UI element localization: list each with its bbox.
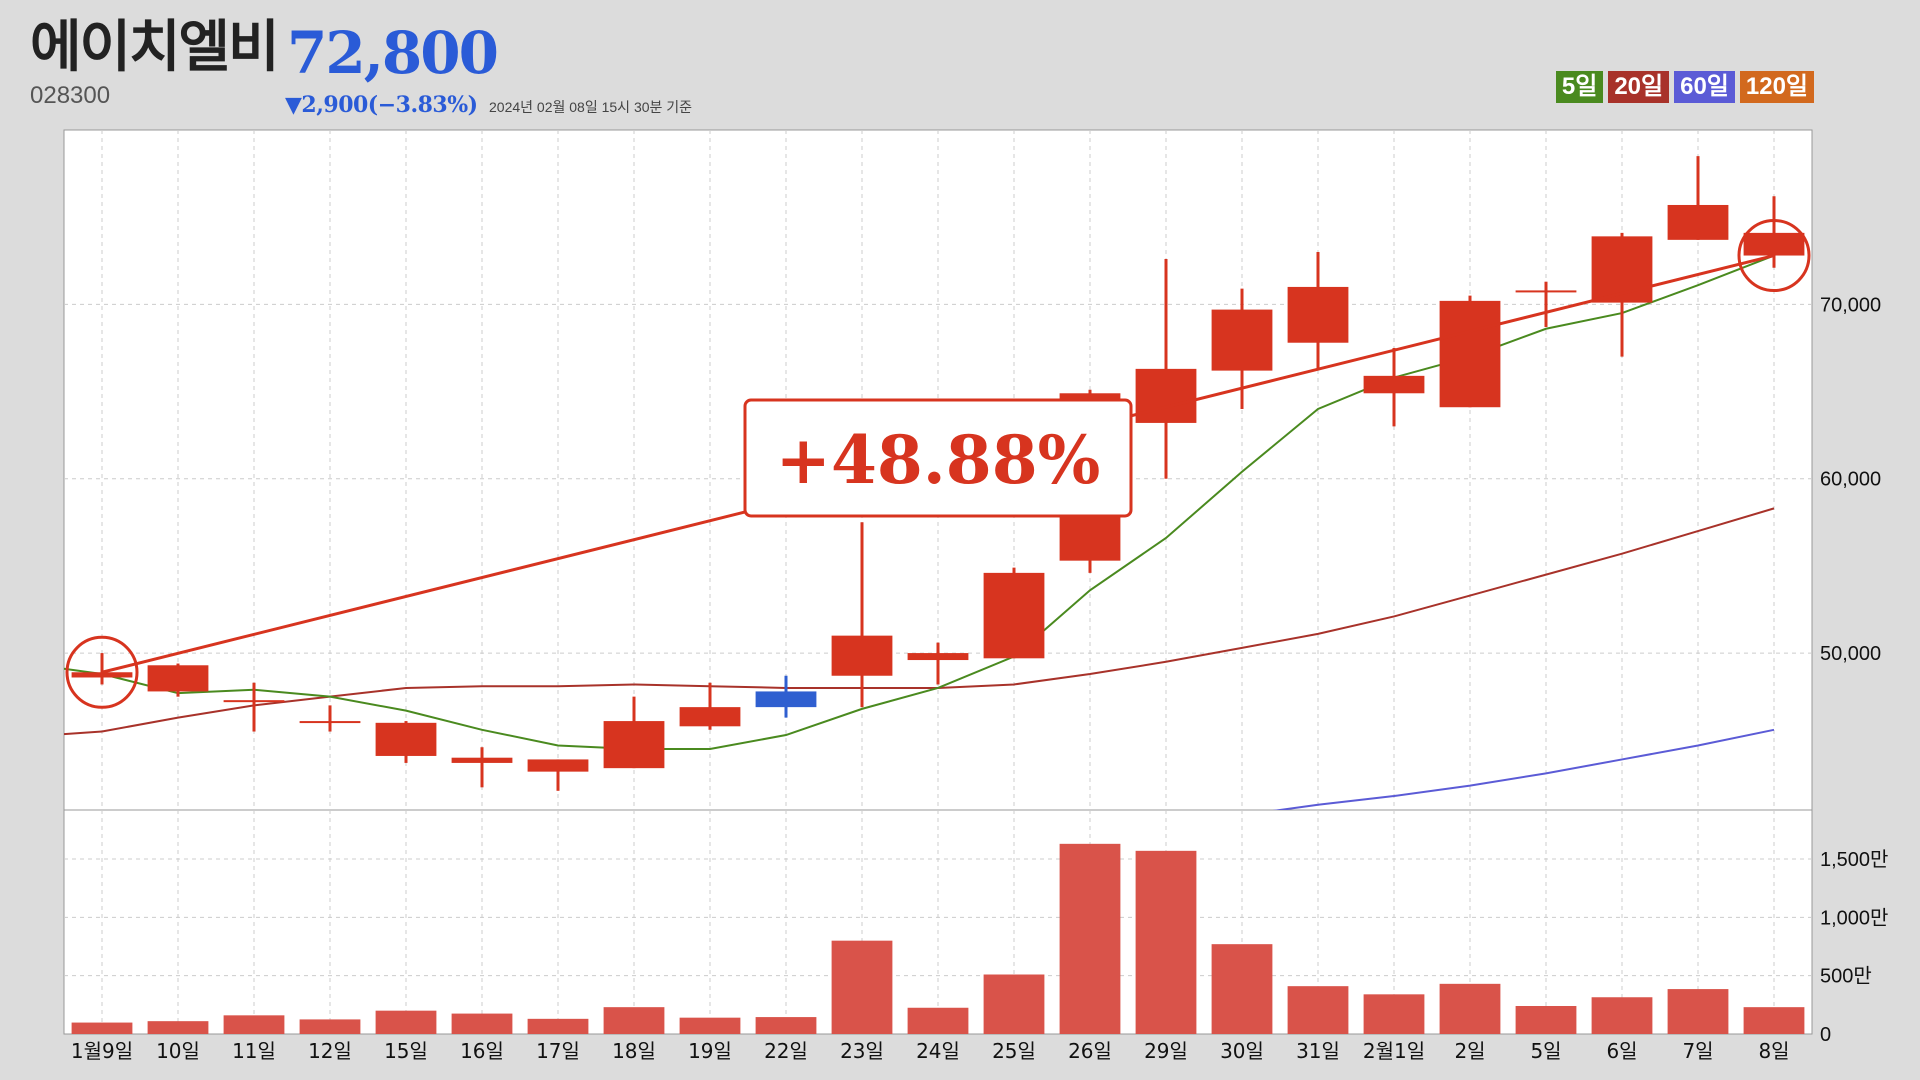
volume-bar <box>1135 850 1197 1034</box>
candle-body <box>983 572 1045 659</box>
x-tick-label: 15일 <box>384 1039 428 1063</box>
candle-body <box>603 721 665 769</box>
candle-body <box>679 707 741 727</box>
price-change: ▼2,900(−3.83%) <box>285 92 478 118</box>
stock-code: 028300 <box>30 82 111 109</box>
x-tick-label: 24일 <box>916 1039 960 1063</box>
volume-tick-label: 1,500만 <box>1820 848 1888 871</box>
volume-bar <box>679 1017 741 1034</box>
annotation-label: +48.88% <box>776 421 1101 499</box>
x-tick-label: 5일 <box>1530 1039 1561 1063</box>
x-tick-label: 29일 <box>1144 1039 1188 1063</box>
candle-body <box>1363 375 1425 394</box>
volume-bar <box>527 1018 589 1034</box>
price-tick-label: 50,000 <box>1820 643 1881 665</box>
volume-bar <box>1363 994 1425 1034</box>
candle-body <box>1439 300 1501 408</box>
x-tick-label: 16일 <box>460 1039 504 1063</box>
x-tick-label: 31일 <box>1296 1039 1340 1063</box>
price-tick-label: 70,000 <box>1820 294 1881 316</box>
start-marker <box>65 635 139 709</box>
x-tick-label: 17일 <box>536 1039 580 1063</box>
candle-body <box>299 721 361 724</box>
x-tick-label: 1월9일 <box>71 1039 133 1063</box>
volume-tick-label: 1,000만 <box>1820 906 1888 929</box>
volume-bar <box>755 1017 817 1034</box>
volume-bar <box>983 974 1045 1034</box>
volume-bar <box>907 1007 969 1034</box>
candle-body <box>147 665 209 692</box>
volume-bar <box>831 940 893 1034</box>
volume-bar <box>1059 843 1121 1034</box>
volume-bar <box>603 1007 665 1034</box>
x-tick-label: 7일 <box>1682 1039 1713 1063</box>
volume-bar <box>223 1015 285 1034</box>
candle-body <box>451 757 513 763</box>
x-tick-label: 2월1일 <box>1363 1039 1425 1063</box>
volume-bar <box>71 1022 133 1034</box>
x-tick-label: 22일 <box>764 1039 808 1063</box>
legend-ma5[interactable]: 5일 <box>1555 71 1604 103</box>
x-tick-label: 26일 <box>1068 1039 1112 1063</box>
volume-bar <box>375 1010 437 1034</box>
end-marker <box>1737 219 1811 293</box>
volume-tick-label: 500만 <box>1820 965 1872 988</box>
candle-body <box>1591 236 1653 303</box>
annotation-box <box>743 398 1133 518</box>
candle-body <box>907 653 969 661</box>
as-of-timestamp: 2024년 02월 08일 15시 30분 기준 <box>489 99 693 115</box>
moving-average-legend: 5일 20일 60일 120일 <box>1555 71 1814 103</box>
candle-body <box>1135 368 1197 423</box>
volume-bar <box>1515 1006 1577 1034</box>
volume-bar <box>1211 944 1273 1034</box>
x-tick-label: 2일 <box>1454 1039 1485 1063</box>
current-price: 72,800 <box>287 19 499 87</box>
x-tick-label: 10일 <box>156 1039 200 1063</box>
candle-body <box>223 700 285 703</box>
legend-ma60[interactable]: 60일 <box>1674 71 1735 103</box>
candle-body <box>1667 204 1729 240</box>
volume-bar <box>1439 983 1501 1034</box>
volume-bar <box>147 1021 209 1034</box>
x-tick-label: 23일 <box>840 1039 884 1063</box>
volume-tick-label: 0 <box>1820 1024 1831 1046</box>
volume-bar <box>1743 1007 1805 1034</box>
candle-body <box>1515 290 1577 293</box>
x-tick-label: 30일 <box>1220 1039 1264 1063</box>
ma20-line-stub <box>64 730 103 736</box>
volume-bar <box>1287 986 1349 1034</box>
price-tick-label: 60,000 <box>1820 469 1881 491</box>
legend-ma120[interactable]: 120일 <box>1739 71 1814 103</box>
stock-name: 에이치엘비 <box>30 15 280 80</box>
candle-body <box>375 722 437 756</box>
volume-bar <box>1591 997 1653 1034</box>
legend-ma20[interactable]: 20일 <box>1608 71 1670 103</box>
candle-body <box>831 635 893 676</box>
x-tick-label: 8일 <box>1758 1039 1789 1063</box>
ma60-line <box>1272 728 1775 810</box>
volume-bar <box>1667 989 1729 1034</box>
candle-body <box>1743 232 1805 256</box>
candle-body <box>1211 309 1273 371</box>
x-tick-label: 18일 <box>612 1039 656 1063</box>
x-tick-label: 6일 <box>1606 1039 1637 1063</box>
x-tick-label: 11일 <box>232 1039 276 1063</box>
candle-body <box>71 672 133 678</box>
volume-bar <box>451 1013 513 1034</box>
x-tick-label: 25일 <box>992 1039 1036 1063</box>
x-tick-label: 19일 <box>688 1039 732 1063</box>
candle-body <box>755 691 817 708</box>
candle-body <box>527 759 589 772</box>
candle-body <box>1287 286 1349 343</box>
volume-bar <box>299 1019 361 1034</box>
x-tick-label: 12일 <box>308 1039 352 1063</box>
